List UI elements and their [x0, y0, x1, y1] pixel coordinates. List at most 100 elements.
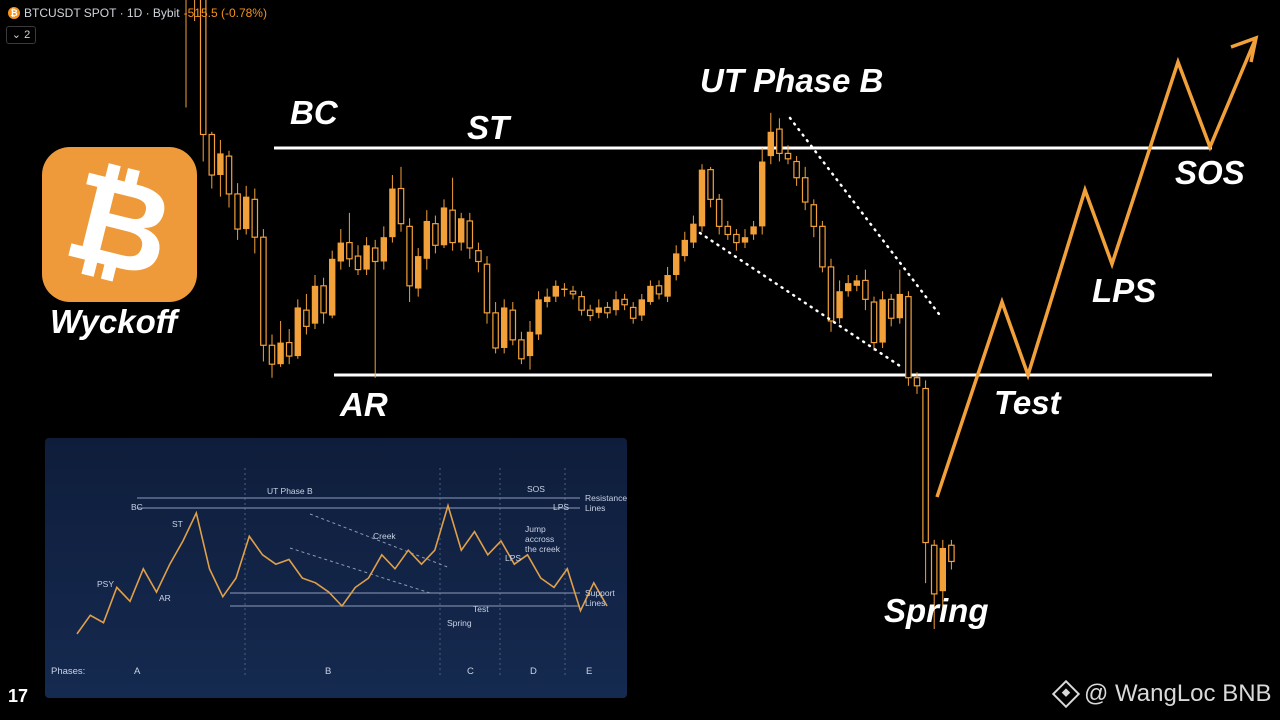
candle-body — [277, 342, 284, 365]
candle-body — [707, 169, 714, 200]
candle-body — [354, 255, 362, 271]
candle-body — [905, 296, 912, 379]
candle — [199, 0, 207, 162]
candle-body — [784, 152, 792, 160]
candle-body — [759, 161, 766, 227]
candle — [329, 250, 336, 319]
candle — [389, 175, 396, 243]
inset-label: AR — [159, 593, 171, 603]
annotation-st: ST — [467, 109, 512, 146]
candle-body — [776, 128, 783, 155]
candle-body — [483, 263, 491, 314]
inset-label: Spring — [447, 618, 472, 628]
candle-body — [432, 223, 439, 246]
ticker-header[interactable]: ₿ BTCUSDT SPOT · 1D · Bybit -515.5 (-0.7… — [8, 6, 267, 20]
candle-body — [535, 299, 542, 335]
candle — [939, 539, 946, 613]
candle — [604, 302, 611, 319]
candle — [311, 275, 319, 330]
candle-body — [913, 377, 921, 387]
candle — [415, 247, 422, 297]
candle — [793, 156, 800, 186]
bitcoin-logo: ₿ — [42, 142, 197, 307]
candle-body — [294, 307, 301, 357]
inset-phase-label: A — [134, 666, 141, 677]
inset-label: Test — [473, 604, 489, 614]
candle — [655, 280, 663, 300]
candle — [905, 291, 912, 386]
candle — [492, 302, 499, 354]
candle-body — [922, 387, 929, 544]
candle-body — [896, 293, 903, 319]
inset-label: Creek — [373, 531, 396, 541]
candle — [303, 293, 310, 335]
candle-body — [509, 309, 517, 341]
candle-body — [243, 196, 250, 230]
price-change: -515.5 (-0.78%) — [183, 6, 267, 20]
candle — [483, 256, 491, 324]
candle-body — [681, 239, 688, 257]
candle — [234, 183, 241, 240]
candle-body — [415, 256, 422, 289]
candle — [870, 296, 878, 351]
candle-body — [337, 242, 344, 262]
candle — [767, 112, 774, 165]
candle — [664, 266, 671, 303]
candle — [819, 220, 826, 273]
candle-body — [612, 299, 620, 311]
candle — [724, 220, 732, 240]
annotation-ut-phase-b: UT Phase B — [700, 62, 883, 99]
candle-body — [621, 298, 628, 306]
candle — [629, 302, 637, 324]
candle — [354, 245, 362, 276]
candle — [922, 380, 929, 584]
candle — [260, 229, 267, 362]
candle-body — [423, 220, 430, 259]
candle-body — [346, 241, 353, 260]
candle-body — [458, 218, 465, 243]
candle-body — [303, 309, 310, 327]
candle — [845, 275, 852, 297]
candle-body — [217, 153, 224, 176]
candle-body — [647, 285, 654, 303]
inset-label: BC — [131, 502, 143, 512]
inset-label: LPS — [553, 502, 569, 512]
candle — [621, 293, 628, 311]
candle-body — [827, 266, 835, 322]
candle-body — [870, 301, 878, 344]
candle-body — [767, 131, 774, 157]
collapse-indicators-button[interactable]: ⌄ 2 — [6, 26, 36, 44]
candle-body — [199, 0, 207, 136]
candle — [776, 118, 783, 162]
tradingview-logo[interactable]: 17 — [8, 686, 29, 706]
candle — [432, 215, 439, 254]
candle — [586, 304, 594, 321]
candle-body — [406, 225, 413, 287]
inset-label: SOS — [527, 484, 545, 494]
candle-body — [793, 160, 800, 179]
candle — [698, 164, 706, 232]
annotation-test: Test — [994, 384, 1063, 421]
inset-label: Jump — [525, 524, 546, 534]
candle-body — [845, 283, 852, 292]
candle-body — [664, 275, 671, 297]
candle-body — [939, 547, 946, 592]
inset-phase-label: E — [586, 666, 592, 677]
candle-body — [879, 299, 886, 343]
candle — [458, 212, 465, 251]
candle-body — [440, 207, 448, 246]
candle-body — [311, 285, 319, 324]
binance-icon — [1051, 679, 1081, 709]
inset-label: Lines — [585, 598, 605, 608]
candle-body — [380, 237, 387, 262]
projected-path — [935, 39, 1257, 498]
candle — [466, 212, 474, 259]
inset-label: LPS — [505, 553, 521, 563]
candle-body — [836, 291, 843, 319]
candle — [759, 148, 766, 235]
candle — [243, 185, 250, 235]
candle-body — [561, 288, 568, 291]
candle — [440, 199, 448, 248]
candle — [285, 329, 293, 365]
inset-label: UT Phase B — [267, 486, 313, 496]
